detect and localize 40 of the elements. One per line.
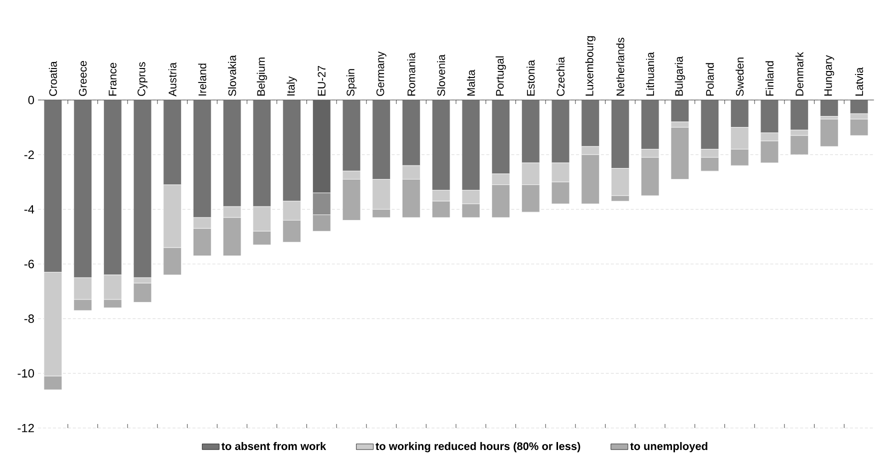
- x-tick-label: Hungary: [824, 55, 834, 96]
- x-tick-label: Ireland: [198, 64, 206, 96]
- x-tick-label: Cyprus: [138, 62, 148, 96]
- legend-label: to unemployed: [630, 442, 708, 452]
- x-tick-label: Sweden: [736, 58, 744, 96]
- x-tick-label: Netherlands: [616, 38, 624, 96]
- x-tick-label: Germany: [376, 51, 386, 96]
- x-tick-label: Estonia: [526, 60, 535, 96]
- bar: [820, 118, 838, 147]
- x-tick-label: Italy: [286, 76, 297, 96]
- x-tick-label: Lithuania: [646, 52, 654, 96]
- bar: [820, 100, 838, 117]
- y-tick-label: -4: [24, 205, 34, 214]
- x-tick-label: Romania: [407, 52, 416, 96]
- x-tick-label: Malta: [466, 70, 475, 96]
- legend-label: to absent from work: [222, 442, 326, 450]
- y-tick-label: -10: [18, 369, 34, 378]
- legend-label: to working reduced hours (80% or less): [376, 442, 580, 452]
- x-tick-label: EU-27: [318, 66, 326, 96]
- x-tick-label: Belgium: [256, 58, 268, 96]
- x-tick-label: Denmark: [795, 52, 804, 96]
- x-tick-label: Finland: [765, 61, 774, 96]
- x-tick-label: Czechia: [556, 56, 565, 96]
- x-tick-label: Greece: [78, 61, 87, 96]
- x-tick-label: Austria: [168, 62, 176, 96]
- x-tick-label: Slovenia: [437, 54, 446, 96]
- y-tick-label: 0: [28, 96, 34, 104]
- x-tick-label: Luxembourg: [585, 36, 596, 96]
- x-tick-label: Croatia: [48, 61, 57, 96]
- y-tick-label: -2: [24, 150, 34, 159]
- x-tick-label: Poland: [706, 63, 714, 96]
- x-tick-label: Slovakia: [228, 55, 236, 96]
- x-tick-label: Spain: [346, 69, 357, 96]
- y-tick-label: -6: [24, 260, 34, 268]
- x-tick-label: Bulgaria: [674, 56, 686, 96]
- y-tick-label: -8: [24, 314, 34, 323]
- x-tick-label: Portugal: [496, 56, 506, 96]
- y-tick-label: -12: [18, 424, 34, 432]
- x-tick-label: Latvia: [855, 67, 864, 96]
- x-tick-label: France: [108, 62, 116, 96]
